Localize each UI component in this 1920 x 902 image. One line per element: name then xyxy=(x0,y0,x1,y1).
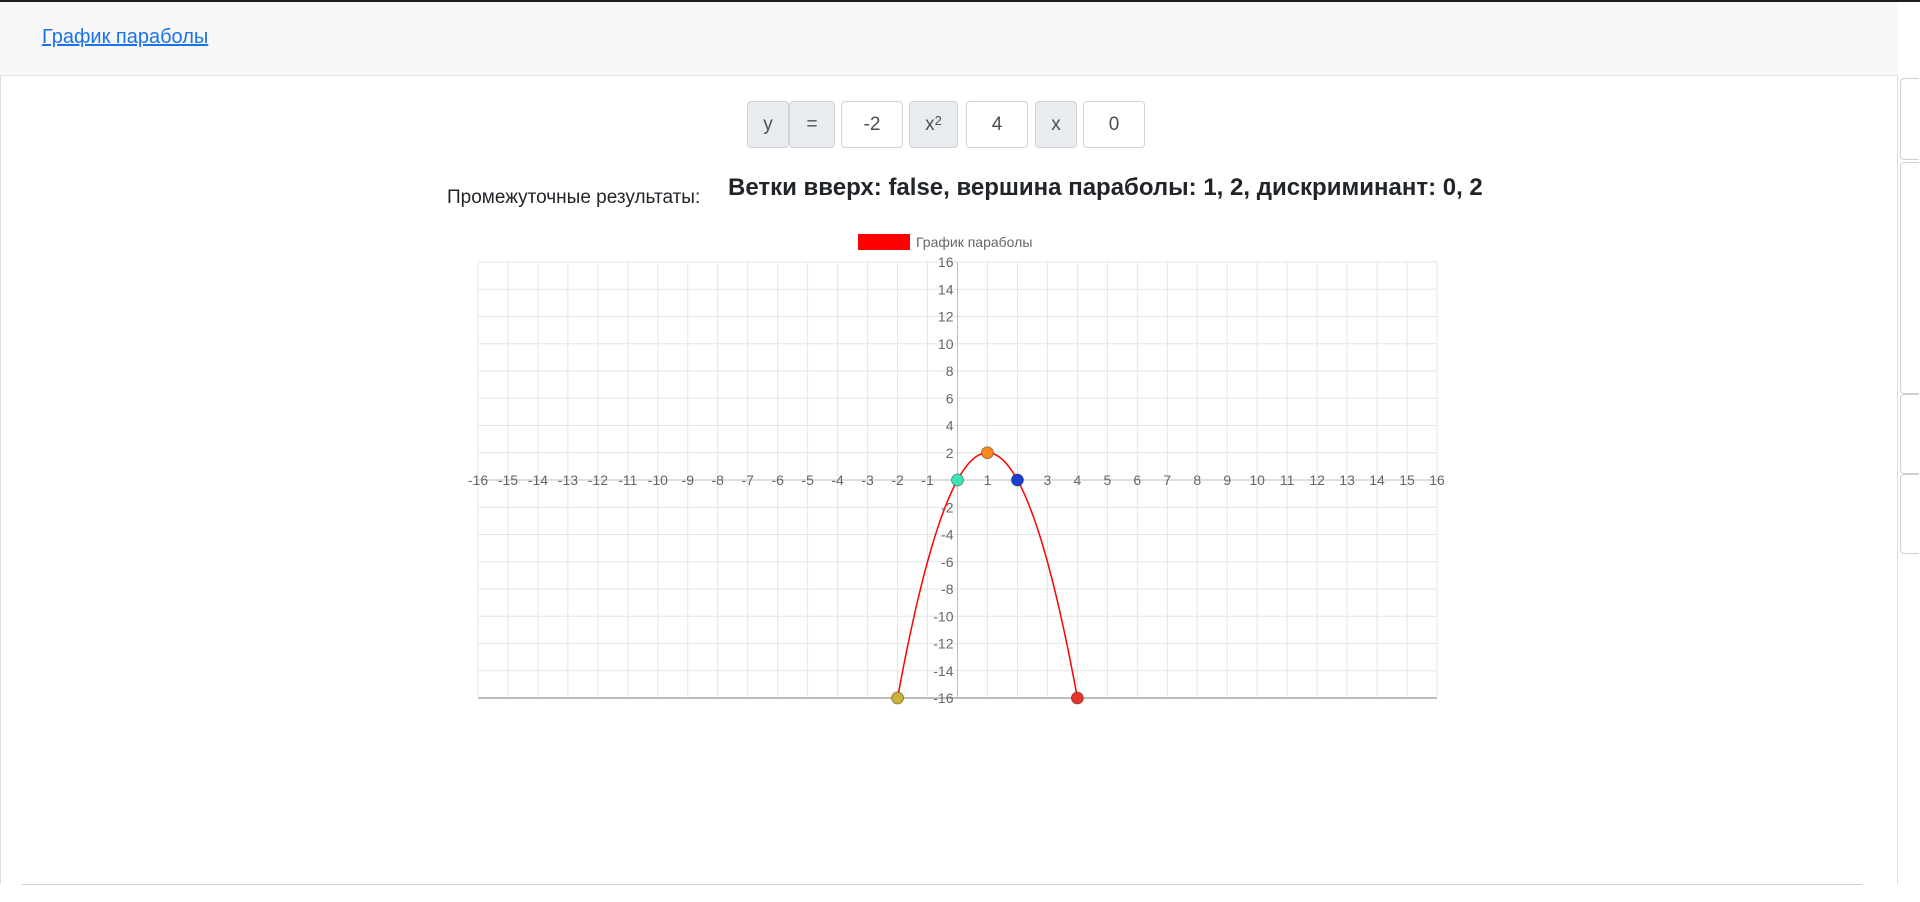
x-addon-label: x xyxy=(1051,113,1061,135)
x-tick-label: -7 xyxy=(741,472,754,488)
x-tick-label: -13 xyxy=(558,472,578,488)
y-tick-label: 4 xyxy=(946,418,954,434)
x-tick-label: 6 xyxy=(1133,472,1141,488)
y-tick-label: 2 xyxy=(946,445,954,461)
x-tick-label: 9 xyxy=(1223,472,1231,488)
x-tick-label: -16 xyxy=(468,472,488,488)
y-tick-label: -10 xyxy=(933,608,953,624)
x-tick-label: -9 xyxy=(682,472,695,488)
y-tick-label: -4 xyxy=(941,527,954,543)
side-tab-1[interactable] xyxy=(1900,78,1919,160)
x-tick-label: 10 xyxy=(1249,472,1265,488)
x-tick-label: 11 xyxy=(1280,472,1295,488)
x-tick-label: -15 xyxy=(498,472,518,488)
parabola-point xyxy=(1010,473,1024,487)
x-tick-label: -5 xyxy=(801,472,814,488)
content-panel xyxy=(0,76,1898,884)
legend-label: График параболы xyxy=(916,234,1032,250)
side-tab-3[interactable] xyxy=(1900,394,1919,474)
x-squared-exponent: 2 xyxy=(934,113,942,128)
x-tick-label: 7 xyxy=(1163,472,1171,488)
x-tick-label: 16 xyxy=(1429,472,1445,488)
y-tick-label: -16 xyxy=(933,690,953,706)
x-tick-label: -4 xyxy=(831,472,844,488)
coefficient-b-input[interactable]: 4 xyxy=(966,101,1028,148)
x-tick-label: -11 xyxy=(618,472,637,488)
x-tick-label: 5 xyxy=(1103,472,1111,488)
coefficient-c-value: 0 xyxy=(1108,113,1120,135)
y-tick-label: -14 xyxy=(933,663,953,679)
parabola-point xyxy=(891,691,905,705)
side-tab-2[interactable] xyxy=(1900,162,1919,394)
intermediate-results-text: Ветки вверх: false, вершина параболы: 1,… xyxy=(728,174,1483,201)
equals-addon: = xyxy=(789,101,835,148)
y-tick-label: 16 xyxy=(938,254,954,270)
legend-swatch xyxy=(858,234,910,250)
y-addon-label: y xyxy=(763,113,773,135)
intermediate-results-label: Промежуточные результаты: xyxy=(447,187,701,208)
x-tick-label: -6 xyxy=(771,472,784,488)
window-top-edge xyxy=(0,0,1920,2)
x-tick-label: -8 xyxy=(712,472,725,488)
y-tick-label: -6 xyxy=(941,554,954,570)
coefficient-c-input[interactable]: 0 xyxy=(1083,101,1145,148)
x-tick-label: -2 xyxy=(891,472,904,488)
equals-addon-label: = xyxy=(806,113,818,135)
x-tick-label: -12 xyxy=(588,472,608,488)
y-tick-label: 10 xyxy=(938,336,954,352)
x-tick-label: 14 xyxy=(1369,472,1385,488)
x-tick-label: -10 xyxy=(648,472,668,488)
x-tick-label: 1 xyxy=(984,472,992,488)
x-tick-label: 15 xyxy=(1399,472,1415,488)
x-addon: x xyxy=(1035,101,1077,148)
x-squared-label: x xyxy=(925,113,935,135)
side-tab-4[interactable] xyxy=(1900,474,1919,554)
navbar-brand-link[interactable]: График параболы xyxy=(42,26,209,48)
x-tick-label: 12 xyxy=(1309,472,1325,488)
x-tick-label: 13 xyxy=(1339,472,1355,488)
x-tick-label: -3 xyxy=(861,472,874,488)
parabola-point xyxy=(951,473,964,487)
y-tick-label: -8 xyxy=(941,581,954,597)
x-tick-label: -14 xyxy=(528,472,548,488)
coefficient-a-value: -2 xyxy=(863,113,881,135)
y-tick-label: 8 xyxy=(946,363,954,379)
coefficient-b-value: 4 xyxy=(991,113,1003,135)
parabola-point xyxy=(1070,691,1084,705)
x-tick-label: 8 xyxy=(1193,472,1201,488)
y-tick-label: 6 xyxy=(946,390,954,406)
y-tick-label: 14 xyxy=(938,281,954,297)
x-tick-label: -1 xyxy=(921,472,934,488)
footer-divider xyxy=(22,884,1862,885)
parabola-point xyxy=(980,446,994,460)
x-tick-label: 4 xyxy=(1073,472,1081,488)
y-tick-label: -12 xyxy=(933,636,953,652)
navbar: График параболы xyxy=(0,2,1898,76)
y-tick-label: 12 xyxy=(938,309,954,325)
coefficient-a-input[interactable]: -2 xyxy=(841,101,903,148)
y-addon: y xyxy=(747,101,789,148)
side-rail xyxy=(1898,2,1920,902)
x-tick-label: 3 xyxy=(1044,472,1052,488)
